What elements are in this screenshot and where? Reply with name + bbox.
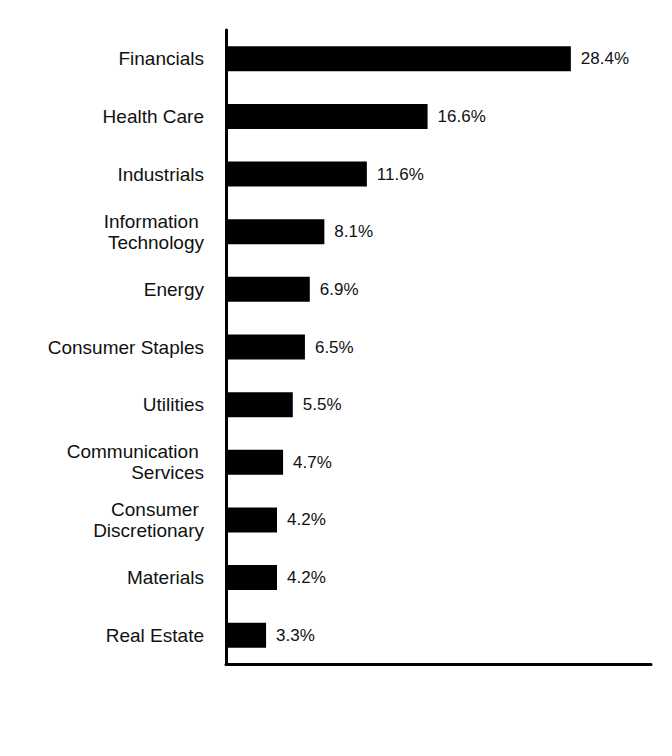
svg-text:4.2%: 4.2% (287, 510, 326, 529)
svg-text:Technology: Technology (108, 232, 205, 253)
svg-text:16.6%: 16.6% (438, 107, 486, 126)
svg-text:Real Estate: Real Estate (106, 625, 204, 646)
svg-text:Discretionary: Discretionary (93, 520, 204, 541)
svg-text:4.2%: 4.2% (287, 568, 326, 587)
svg-text:Utilities: Utilities (143, 394, 204, 415)
svg-text:Consumer Staples: Consumer Staples (48, 337, 204, 358)
svg-text:Financials: Financials (118, 48, 204, 69)
svg-text:4.7%: 4.7% (293, 453, 332, 472)
svg-text:28.4%: 28.4% (581, 49, 629, 68)
svg-text:Health Care: Health Care (103, 106, 204, 127)
svg-text:Materials: Materials (127, 567, 204, 588)
svg-text:Consumer: Consumer (111, 499, 204, 520)
svg-text:11.6%: 11.6% (377, 165, 424, 184)
svg-text:Industrials: Industrials (117, 164, 204, 185)
svg-text:Services: Services (131, 462, 204, 483)
svg-text:8.1%: 8.1% (334, 222, 373, 241)
svg-text:Energy: Energy (144, 279, 205, 300)
svg-text:Communication: Communication (67, 441, 204, 462)
svg-text:3.3%: 3.3% (276, 626, 315, 645)
svg-text:Information: Information (104, 211, 204, 232)
svg-text:6.5%: 6.5% (315, 338, 354, 357)
svg-text:5.5%: 5.5% (303, 395, 342, 414)
svg-text:6.9%: 6.9% (320, 280, 359, 299)
